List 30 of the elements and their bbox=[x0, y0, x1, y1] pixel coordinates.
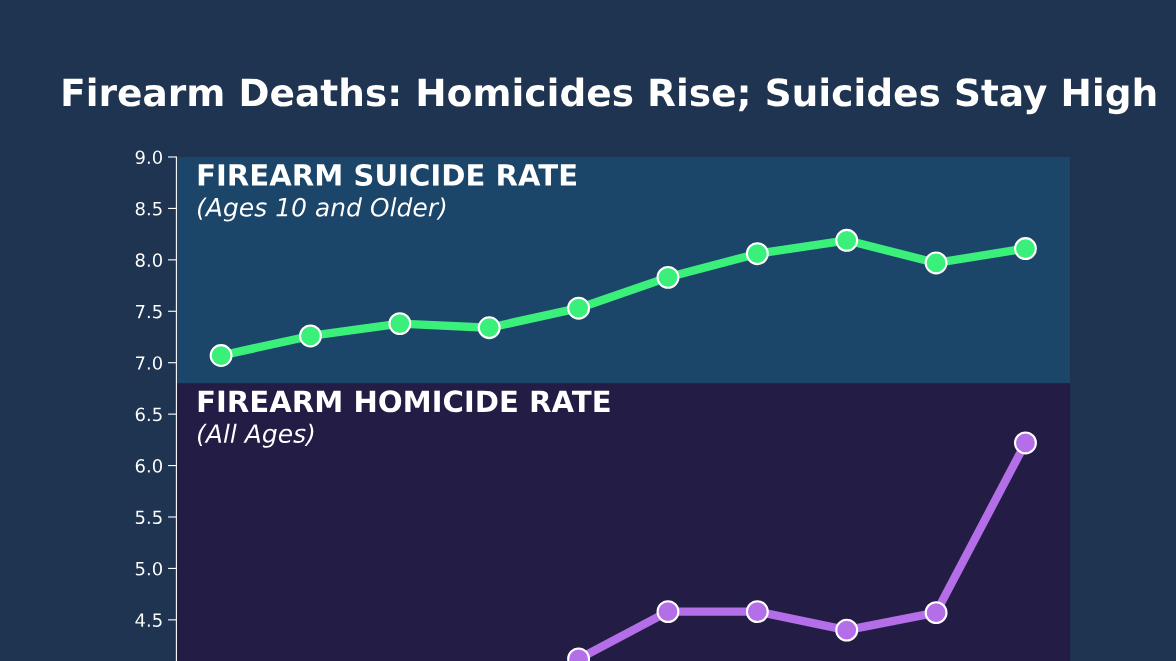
annotation: (Ages 10 and Older) bbox=[197, 197, 446, 222]
point bbox=[656, 265, 680, 289]
point bbox=[835, 618, 859, 642]
point bbox=[209, 344, 233, 367]
point bbox=[835, 228, 859, 252]
point bbox=[656, 600, 680, 624]
point bbox=[1014, 431, 1037, 455]
point bbox=[567, 296, 591, 320]
band-label: FIREARM HOMICIDE RATE bbox=[198, 390, 610, 413]
chart-title: Firearm Deaths: Homicides Rise; Suicides Stay High bbox=[63, 77, 1156, 115]
y-tick-label: 7.0 bbox=[135, 356, 163, 370]
point bbox=[299, 324, 322, 348]
y-tick-label: 4.5 bbox=[135, 613, 162, 627]
point bbox=[745, 600, 769, 624]
point bbox=[1014, 237, 1037, 260]
point bbox=[745, 242, 769, 266]
y-tick-label: 8.0 bbox=[135, 253, 163, 267]
y-tick-label: 7.5 bbox=[135, 304, 162, 319]
point bbox=[924, 251, 948, 275]
point bbox=[477, 316, 501, 340]
y-tick-label: 6.0 bbox=[135, 459, 163, 473]
y-tick-label: 6.5 bbox=[135, 407, 162, 422]
point bbox=[388, 312, 412, 336]
band-label: FIREARM SUICIDE RATE bbox=[198, 163, 576, 187]
y-tick-label: 8.5 bbox=[135, 201, 162, 216]
y-tick-label: 5.0 bbox=[135, 561, 163, 576]
annotation: (All Ages) bbox=[197, 423, 314, 448]
y-tick-label: 5.5 bbox=[135, 510, 162, 525]
point bbox=[924, 601, 948, 625]
y-tick-label: 9.0 bbox=[135, 150, 163, 165]
